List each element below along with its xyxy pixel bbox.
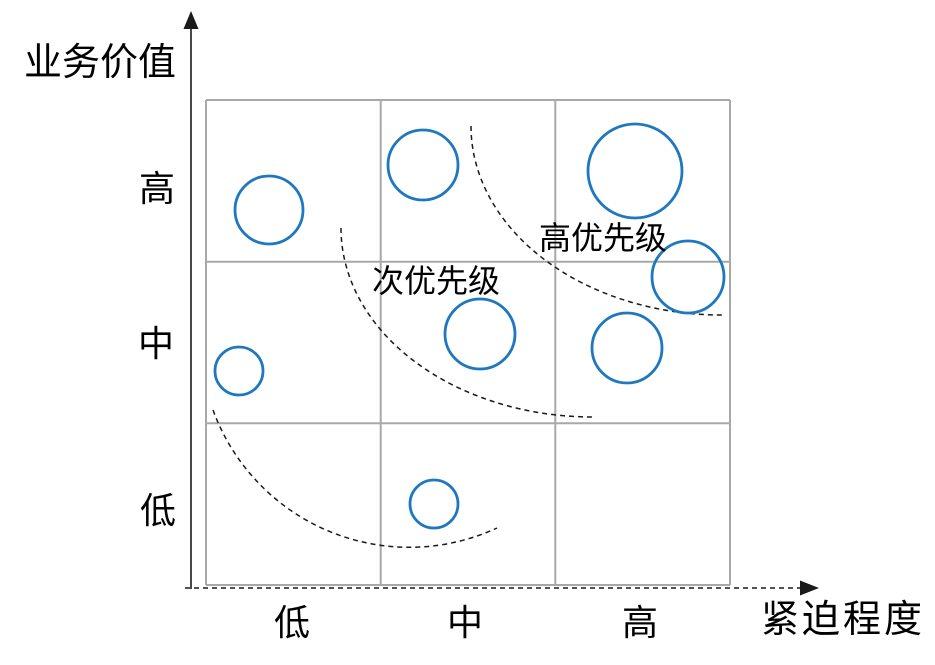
x-tick-low: 低 (273, 603, 311, 643)
bubble (443, 297, 517, 371)
high-priority-curve (470, 125, 723, 316)
y-axis-title: 业务价值 (24, 42, 177, 84)
annotation-second-priority: 次优先级 (372, 263, 501, 299)
y-tick-mid: 中 (137, 324, 175, 364)
y-axis-arrowhead-icon (183, 11, 199, 29)
y-tick-low: 低 (139, 491, 177, 531)
annotation-high-priority: 高优先级 (539, 220, 668, 256)
x-axis-arrowhead-icon (800, 580, 819, 596)
bubble (590, 311, 664, 385)
second-priority-curve (340, 227, 594, 418)
bubble (650, 239, 726, 315)
y-tick-high: 高 (138, 169, 176, 209)
bubble (586, 122, 684, 220)
bubble (213, 345, 265, 397)
bubble (408, 478, 460, 530)
bubble (233, 174, 305, 246)
lower-priority-curve (212, 409, 498, 548)
bubble (386, 128, 460, 202)
x-tick-high: 高 (621, 603, 659, 643)
x-tick-mid: 中 (446, 603, 484, 643)
x-axis-title: 紧迫程度 (761, 599, 926, 641)
